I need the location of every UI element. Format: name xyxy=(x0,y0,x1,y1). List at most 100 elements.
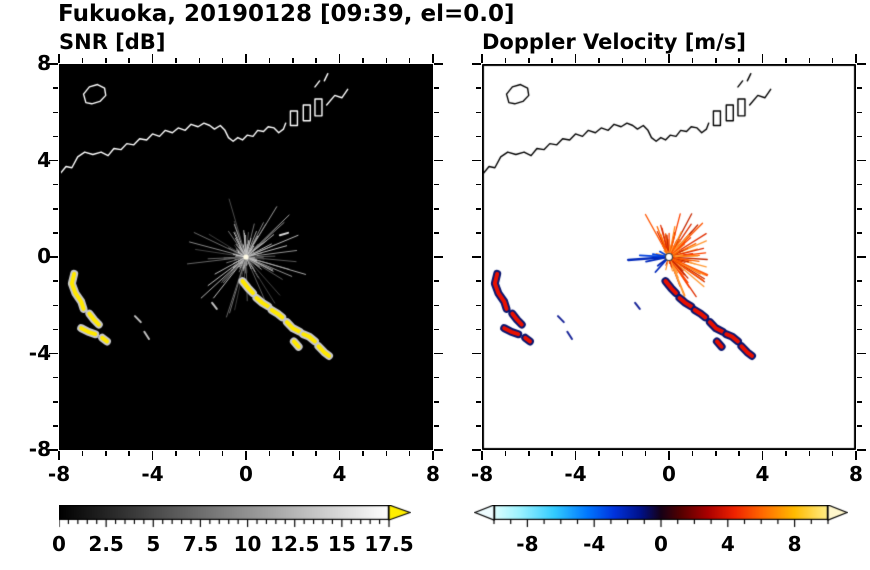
axis-tick xyxy=(831,451,834,456)
axis-tick xyxy=(715,58,717,63)
axis-tick xyxy=(476,111,481,113)
axis-tick xyxy=(476,232,481,234)
axis-tick xyxy=(857,159,866,162)
axis-tick xyxy=(504,58,507,63)
axis-tick xyxy=(668,451,670,460)
axis-tick xyxy=(691,58,694,63)
axis-tick xyxy=(434,328,439,331)
axis-tick xyxy=(598,451,600,456)
snr-colorbar: 0 2.5 5 7.5 10 12.5 15 17.5 xyxy=(52,505,414,565)
axis-tick xyxy=(362,58,364,63)
axis-tick xyxy=(53,135,58,138)
axis-tick xyxy=(857,208,862,210)
x-tick-label: -4 xyxy=(141,462,164,486)
axis-tick xyxy=(408,451,411,456)
axis-tick xyxy=(105,451,107,456)
axis-tick xyxy=(476,135,481,138)
axis-tick xyxy=(53,328,58,331)
snr-colorbar-tick-label: 0 xyxy=(52,532,66,556)
axis-tick xyxy=(53,111,58,113)
axis-tick xyxy=(857,304,862,306)
snr-plot-area: -8 -8 -4 -4 0 0 4 4 8 8 xyxy=(29,51,443,486)
x-tick-label: 0 xyxy=(239,462,253,486)
axis-tick xyxy=(434,63,443,65)
axis-tick xyxy=(53,208,58,210)
axis-tick xyxy=(315,58,317,63)
axis-tick xyxy=(434,232,439,234)
axis-tick xyxy=(808,451,810,456)
axis-tick xyxy=(49,449,58,451)
axis-tick xyxy=(808,58,810,63)
axis-tick xyxy=(408,58,411,63)
axis-tick xyxy=(53,183,58,186)
axis-tick xyxy=(434,87,439,89)
axis-tick xyxy=(481,451,483,460)
axis-tick xyxy=(476,328,481,331)
axis-tick xyxy=(598,58,600,63)
x-tick-label: 8 xyxy=(426,462,440,486)
snr-colorbar-tick-label: 10 xyxy=(233,532,262,556)
velocity-colorbar-tick-label: -8 xyxy=(516,532,539,556)
axis-tick xyxy=(785,58,787,63)
axis-tick xyxy=(831,58,834,63)
axis-tick xyxy=(53,401,58,403)
axis-tick xyxy=(221,58,224,63)
axis-tick xyxy=(528,451,530,456)
axis-tick xyxy=(857,232,862,234)
axis-tick xyxy=(857,328,862,331)
axis-tick xyxy=(315,451,317,456)
axis-tick xyxy=(434,280,439,282)
axis-tick xyxy=(504,451,507,456)
axis-tick xyxy=(434,135,439,138)
axis-tick xyxy=(434,449,443,451)
axis-tick xyxy=(476,280,481,282)
axis-tick xyxy=(434,304,439,306)
x-tick-label: 8 xyxy=(849,462,863,486)
axis-tick xyxy=(855,451,857,460)
axis-tick xyxy=(857,87,862,89)
axis-tick xyxy=(574,54,577,63)
axis-tick xyxy=(434,256,443,258)
axis-tick xyxy=(58,54,60,63)
axis-tick xyxy=(151,54,154,63)
velocity-plot-area: -8 -4 0 4 8 xyxy=(471,54,866,486)
axis-tick xyxy=(857,352,866,355)
axis-tick xyxy=(857,425,862,427)
axis-tick xyxy=(245,54,247,63)
axis-tick xyxy=(434,208,439,210)
velocity-colorbar-tick-label: -4 xyxy=(583,532,606,556)
velocity-colorbar-tick-label: 0 xyxy=(654,532,668,556)
velocity-colorbar: -8 -4 0 4 8 xyxy=(474,505,848,565)
axis-tick xyxy=(198,451,200,456)
axis-tick xyxy=(53,232,58,234)
snr-colorbar-canvas xyxy=(59,505,411,529)
axis-tick xyxy=(476,304,481,306)
axis-tick xyxy=(855,54,857,63)
axis-tick xyxy=(476,208,481,210)
axis-tick xyxy=(128,58,130,63)
axis-tick xyxy=(738,451,740,456)
axis-tick xyxy=(476,87,481,89)
axis-tick xyxy=(81,451,84,456)
axis-tick xyxy=(761,54,764,63)
axis-tick xyxy=(53,425,58,427)
y-tick-label: 0 xyxy=(37,244,51,268)
page-title: Fukuoka, 20190128 [09:39, el=0.0] xyxy=(58,1,515,27)
axis-tick xyxy=(857,449,866,451)
y-tick-label: 8 xyxy=(37,51,51,75)
axis-tick xyxy=(761,451,764,460)
axis-tick xyxy=(472,159,481,162)
axis-tick xyxy=(58,451,60,460)
axis-tick xyxy=(472,256,481,258)
axis-tick xyxy=(128,451,130,456)
y-tick-label: 4 xyxy=(37,147,51,172)
axis-tick xyxy=(53,304,58,306)
snr-colorbar-tick-label: 7.5 xyxy=(182,532,219,556)
axis-tick xyxy=(551,58,553,63)
axis-tick xyxy=(472,449,481,451)
axis-tick xyxy=(857,401,862,403)
axis-tick xyxy=(432,451,434,460)
velocity-colorbar-tick-label: 8 xyxy=(787,532,802,556)
axis-tick xyxy=(221,451,224,456)
